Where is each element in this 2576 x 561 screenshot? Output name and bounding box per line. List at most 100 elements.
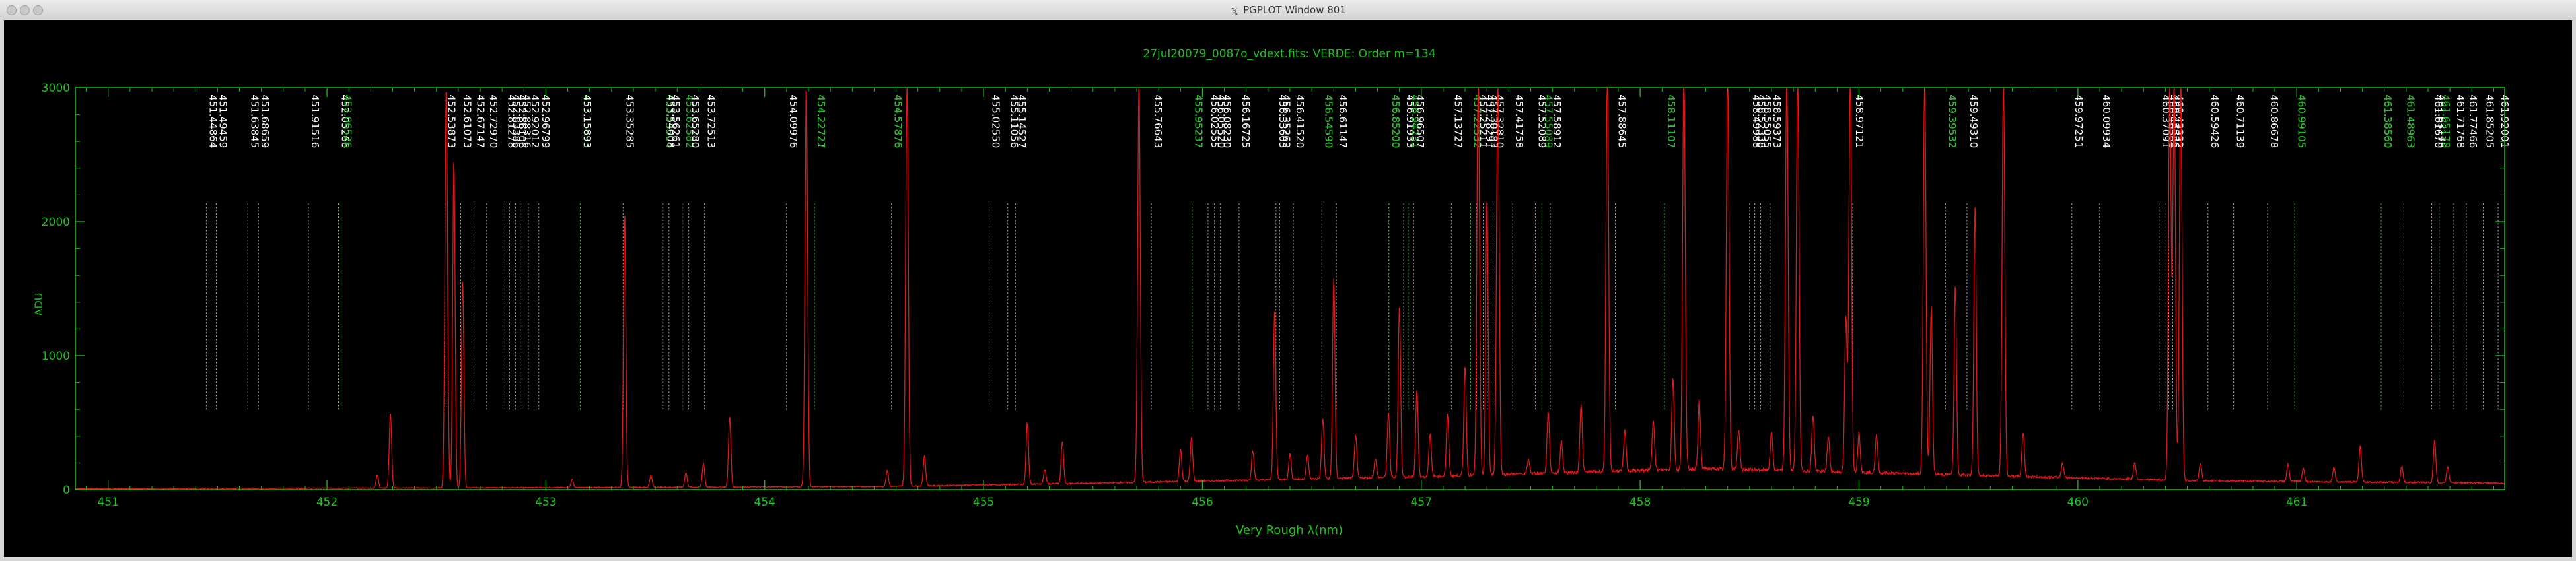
close-window-button[interactable]: [7, 5, 17, 15]
pgplot-canvas: 27jul20079_0087o_vdext.fits: VERDE: Orde…: [4, 20, 2572, 557]
line-id-label: 455.11056: [1009, 94, 1020, 148]
line-id-label: 456.96507: [1414, 94, 1426, 148]
line-id-label: 454.22727: [815, 94, 827, 148]
window-title-text: PGPLOT Window 801: [1243, 4, 1346, 16]
line-id-label: 458.55055: [1762, 94, 1773, 148]
line-id-label: 460.59426: [2209, 94, 2221, 148]
line-id-label: 452.53873: [446, 94, 458, 148]
line-id-label: 456.54590: [1322, 94, 1334, 148]
line-id-label: 461.85205: [2484, 94, 2496, 148]
line-id-label: 460.43332: [2173, 94, 2185, 148]
line-id-label: 452.81278: [505, 94, 517, 148]
line-id-label: 453.35285: [624, 94, 635, 148]
line-id-label: 461.38560: [2382, 94, 2394, 148]
x-tick-label: 460: [2067, 496, 2089, 509]
minimize-window-button[interactable]: [20, 5, 30, 15]
line-id-label: 455.14527: [1016, 94, 1028, 148]
line-id-label: 453.53504: [664, 94, 676, 148]
y-tick-label: 1000: [42, 350, 70, 363]
line-id-label: 460.86678: [2268, 94, 2280, 148]
line-id-label: 454.09976: [787, 94, 799, 148]
line-id-label: 451.68659: [259, 94, 271, 148]
line-id-label: 454.57876: [892, 94, 904, 148]
line-id-label: 453.62582: [684, 94, 696, 148]
line-id-label: 454.57876: [892, 94, 904, 148]
x-tick-label: 453: [535, 496, 556, 509]
line-id-label: 452.67147: [475, 94, 487, 148]
line-id-label: 456.94231: [1410, 94, 1421, 148]
line-id-label: 455.95237: [1193, 94, 1205, 148]
line-id-label: 456.08230: [1221, 94, 1233, 148]
line-id-label: 457.25211: [1477, 94, 1489, 148]
x-tick-label: 458: [1629, 496, 1651, 509]
line-id-label: 461.48963: [2404, 94, 2416, 148]
line-id-label: 460.99105: [2295, 94, 2307, 148]
x-tick-label: 457: [1411, 496, 1432, 509]
line-id-label: 460.41536: [2169, 94, 2181, 148]
line-id-label: 456.41520: [1294, 94, 1306, 148]
line-id-label: 452.72970: [487, 94, 499, 148]
line-id-label: 452.05266: [340, 94, 351, 148]
y-axis-label: ADU: [32, 293, 45, 316]
line-id-label: 458.52338: [1756, 94, 1768, 148]
line-id-label: 453.65280: [690, 94, 701, 148]
line-id-label: 456.91933: [1404, 94, 1416, 148]
line-id-label: 456.54590: [1322, 94, 1334, 148]
line-id-label: 457.13727: [1452, 94, 1464, 148]
line-id-label: 461.65178: [2440, 94, 2452, 148]
line-id-label: 459.97251: [2073, 94, 2085, 148]
x-tick-label: 451: [97, 496, 118, 509]
line-id-label: 451.49459: [217, 94, 229, 148]
line-id-label: 458.11107: [1665, 94, 1677, 148]
line-id-label: 456.16725: [1240, 94, 1252, 148]
spectrum-chart: 27jul20079_0087o_vdext.fits: VERDE: Orde…: [4, 20, 2572, 557]
line-id-label: 458.49988: [1750, 94, 1762, 148]
line-id-label: 461.77466: [2467, 94, 2479, 148]
y-tick-label: 0: [63, 484, 70, 497]
line-id-label: 457.32810: [1494, 94, 1506, 148]
line-id-label: 452.88316: [521, 94, 533, 148]
line-id-label: 452.61073: [461, 94, 473, 148]
line-id-label: 453.54008: [664, 94, 676, 148]
line-id-label: 456.85200: [1390, 94, 1402, 148]
x-axis-label: Very Rough λ(nm): [1236, 523, 1343, 537]
line-id-label: 457.41758: [1513, 94, 1525, 148]
line-id-label: 455.76643: [1152, 94, 1164, 148]
line-id-label: 460.37091: [2160, 94, 2172, 148]
line-id-label: 452.83386: [510, 94, 522, 148]
line-id-label: 458.11107: [1665, 94, 1677, 148]
line-id-label: 457.52089: [1536, 94, 1548, 148]
y-tick-label: 3000: [42, 82, 70, 95]
line-id-label: 451.91516: [309, 94, 321, 148]
x11-icon: 𝕏: [1231, 7, 1238, 17]
line-id-label: 457.58912: [1551, 94, 1563, 148]
line-id-label: 459.49310: [1968, 94, 1980, 148]
window-title: 𝕏 PGPLOT Window 801: [0, 4, 2576, 17]
line-id-label: 452.96799: [540, 94, 552, 148]
line-id-label: 461.63176: [2436, 94, 2448, 148]
line-id-label: 458.59373: [1771, 94, 1783, 148]
line-id-label: 453.15693: [581, 94, 592, 148]
x-tick-label: 455: [973, 496, 994, 509]
line-id-label: 458.97121: [1853, 94, 1865, 148]
line-id-label: 456.61147: [1337, 94, 1349, 148]
line-id-label: 461.38560: [2382, 94, 2394, 148]
x-tick-label: 459: [1848, 496, 1869, 509]
line-id-label: 461.71768: [2454, 94, 2466, 148]
line-id-label: 457.88645: [1616, 94, 1628, 148]
line-id-label: 460.71139: [2235, 94, 2246, 148]
y-tick-label: 2000: [42, 216, 70, 229]
chart-title: 27jul20079_0087o_vdext.fits: VERDE: Orde…: [1143, 48, 1435, 61]
line-id-label: 456.33603: [1277, 94, 1289, 148]
line-id-label: 453.15893: [581, 94, 593, 148]
line-id-label: 459.39532: [1947, 94, 1958, 148]
line-id-label: 460.09934: [2100, 94, 2112, 148]
x-axis: 451 452 453 454 455 456 457 458 459 460 461: [86, 88, 2494, 509]
line-id-label: 452.86106: [516, 94, 528, 148]
line-id-label: 454.22721: [815, 94, 827, 148]
zoom-window-button[interactable]: [33, 5, 43, 15]
line-id-label: 460.99105: [2295, 94, 2307, 148]
line-id-label: 457.55089: [1542, 94, 1554, 148]
x-tick-label: 456: [1192, 496, 1213, 509]
plot-background: [4, 20, 2572, 557]
